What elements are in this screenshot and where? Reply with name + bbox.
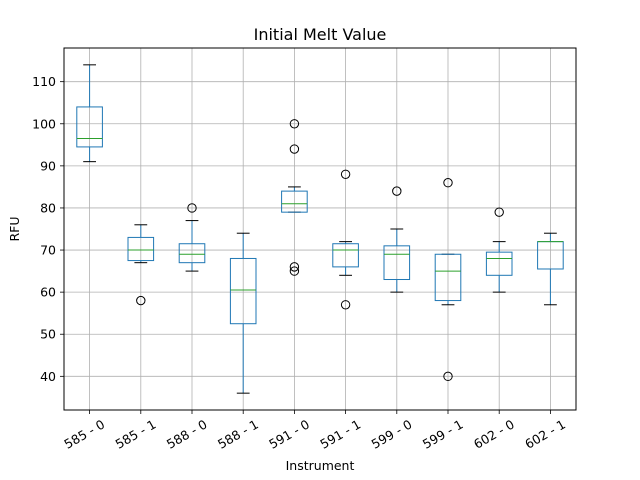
y-tick-label: 110: [32, 74, 56, 89]
y-tick-label: 100: [32, 116, 56, 131]
outlier-point: [340, 300, 351, 310]
outlier-point: [289, 262, 300, 272]
y-tick-label: 60: [40, 285, 56, 300]
outlier-point: [340, 169, 351, 179]
y-tick-label: 50: [40, 327, 56, 342]
outlier-point: [136, 295, 146, 306]
y-tick-label: 90: [40, 158, 56, 173]
x-tick-label: 602 - 1: [522, 417, 568, 452]
x-tick-label: 599 - 1: [420, 417, 466, 452]
box-iqr: [281, 190, 308, 213]
grid-lines: [64, 48, 576, 410]
box-layer: [76, 64, 564, 394]
box-iqr: [76, 106, 103, 148]
y-axis-label: RFU: [7, 216, 22, 241]
x-tick-label: 588 - 1: [215, 417, 261, 452]
plot-area-frame: [63, 47, 577, 411]
chart-title: Initial Melt Value: [254, 25, 387, 44]
outlier-point: [289, 144, 300, 154]
box-iqr: [485, 251, 513, 276]
x-tick-label: 591 - 0: [266, 417, 312, 452]
box-iqr: [332, 243, 359, 268]
x-axis-label: Instrument: [286, 458, 355, 473]
outlier-point: [289, 266, 300, 276]
box-iqr: [229, 257, 257, 325]
box-iqr: [127, 236, 155, 262]
outlier-point: [187, 203, 197, 213]
box-iqr: [178, 243, 206, 264]
outlier-point: [443, 371, 453, 382]
y-tick-label: 80: [40, 200, 56, 215]
x-tick-label: 591 - 1: [317, 417, 363, 452]
y-tick-label: 40: [40, 369, 56, 384]
outlier-point: [494, 207, 504, 217]
x-tick-label: 602 - 0: [471, 417, 517, 452]
x-tick-label: 585 - 1: [113, 417, 159, 452]
y-tick-label: 70: [40, 243, 56, 258]
box-iqr: [383, 245, 411, 281]
x-tick-label: 588 - 0: [164, 417, 210, 452]
x-tick-label: 585 - 0: [61, 417, 107, 452]
outlier-point: [289, 119, 300, 129]
outlier-point: [392, 186, 402, 196]
box-iqr: [434, 253, 462, 302]
outlier-point: [443, 177, 453, 188]
x-tick-label: 599 - 0: [369, 417, 415, 452]
